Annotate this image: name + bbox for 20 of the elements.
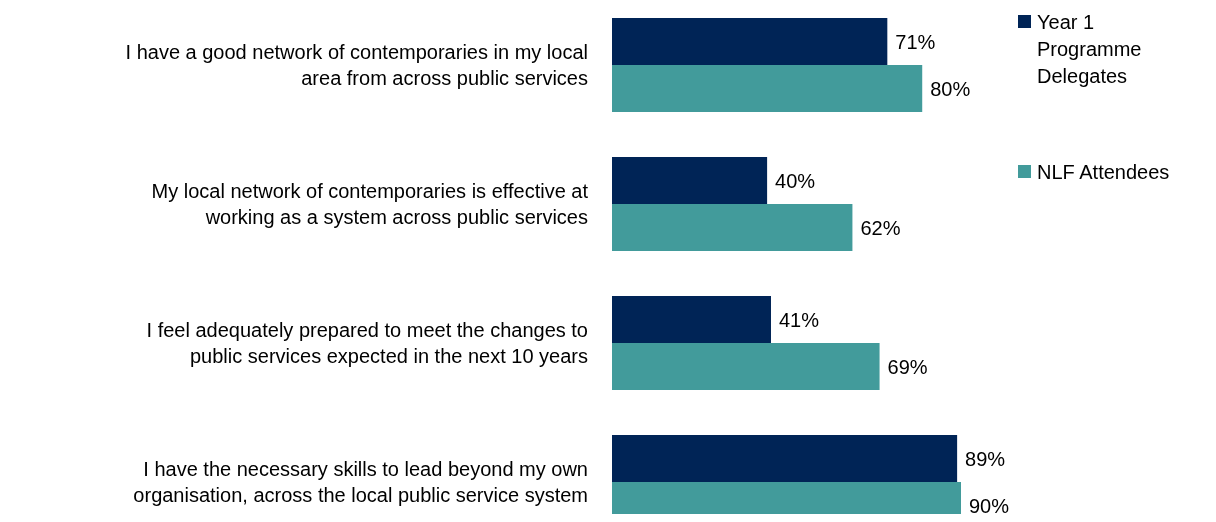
bar bbox=[612, 65, 923, 112]
bar bbox=[612, 204, 853, 251]
bar bbox=[612, 296, 771, 343]
data-label: 90% bbox=[969, 494, 1010, 517]
data-label: 80% bbox=[930, 77, 971, 100]
data-label: 41% bbox=[778, 308, 820, 331]
bar bbox=[612, 343, 880, 390]
y-tick-label: I have the necessary skills to lead beyond my own organisation, across the local public service system bbox=[133, 458, 588, 506]
data-label: 89% bbox=[965, 447, 1006, 470]
bar bbox=[612, 18, 888, 65]
data-label: 69% bbox=[887, 355, 928, 378]
legend-label: NLF Attendees bbox=[1037, 161, 1170, 183]
data-label: 71% bbox=[895, 30, 936, 53]
legend-label: Year 1 Programme Delegates bbox=[1037, 11, 1142, 87]
bar bbox=[612, 157, 768, 204]
y-tick-label: I have a good network of contemporaries in my local area from across public services bbox=[125, 41, 588, 89]
y-tick-label: My local network of contemporaries is effective at working as a system across public services bbox=[151, 180, 589, 228]
data-label: 62% bbox=[860, 216, 901, 239]
data-label: 40% bbox=[775, 169, 816, 192]
y-tick-label: I feel adequately prepared to meet the changes to public services expected in the next 10 years bbox=[146, 319, 588, 367]
